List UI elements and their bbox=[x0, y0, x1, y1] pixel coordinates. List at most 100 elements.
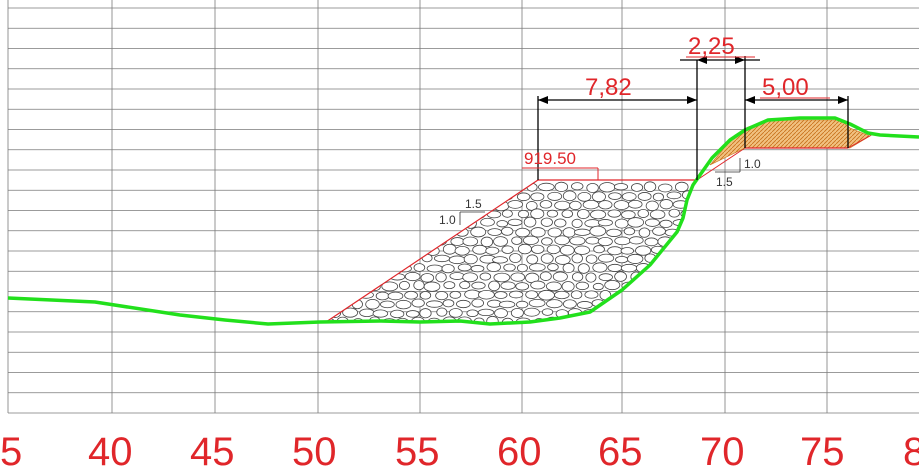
riprap-stone bbox=[585, 236, 600, 245]
berm-slope-line bbox=[847, 132, 876, 149]
riprap-stone bbox=[411, 228, 424, 236]
riprap-stone bbox=[501, 245, 514, 254]
dimension-5-00: 5,00 bbox=[762, 74, 809, 101]
riprap-stone bbox=[690, 201, 697, 211]
riprap-stone bbox=[496, 220, 509, 228]
riprap-stone bbox=[688, 271, 697, 282]
riprap-stone bbox=[569, 200, 582, 211]
riprap-stone bbox=[448, 255, 466, 265]
riprap-stone bbox=[418, 218, 432, 228]
riprap-stone bbox=[480, 236, 494, 248]
station-label: 70 bbox=[700, 430, 745, 471]
riprap-stone bbox=[472, 244, 488, 255]
riprap-stone bbox=[413, 263, 426, 272]
riprap-stone bbox=[405, 218, 418, 229]
riprap-stone bbox=[664, 245, 681, 256]
riprap-stone bbox=[562, 299, 577, 309]
riprap-stone bbox=[404, 271, 421, 282]
riprap-stone bbox=[380, 192, 395, 200]
riprap-stone bbox=[470, 265, 485, 273]
riprap-stone bbox=[374, 235, 388, 247]
riprap-stone bbox=[423, 281, 441, 292]
riprap-stone bbox=[620, 263, 638, 273]
riprap-stone bbox=[419, 308, 432, 319]
riprap-stone bbox=[367, 245, 381, 255]
riprap-stone bbox=[449, 272, 465, 280]
riprap-stone bbox=[546, 244, 561, 255]
riprap-stone bbox=[597, 236, 613, 247]
riprap-stone bbox=[326, 227, 336, 238]
riprap-stone bbox=[562, 190, 577, 202]
riprap-stone bbox=[376, 254, 388, 264]
riprap-stone bbox=[464, 218, 477, 229]
riprap-stone bbox=[673, 255, 687, 264]
riprap-stone bbox=[606, 300, 622, 310]
riprap-stone bbox=[507, 218, 523, 226]
riprap-stone bbox=[388, 219, 405, 228]
riprap-stone bbox=[455, 227, 469, 237]
riprap-stone bbox=[433, 254, 451, 263]
riprap-stone bbox=[328, 291, 342, 299]
riprap-stone bbox=[411, 298, 425, 308]
riprap-stone bbox=[629, 236, 644, 245]
riprap-stone bbox=[607, 209, 622, 218]
riprap-stone bbox=[407, 181, 419, 191]
riprap-stone bbox=[675, 290, 687, 299]
riprap-stone bbox=[604, 279, 621, 291]
riprap-stone bbox=[582, 199, 600, 210]
riprap-stone bbox=[644, 237, 659, 247]
riprap-stone bbox=[554, 235, 570, 246]
riprap-stone bbox=[515, 282, 530, 291]
riprap-stone bbox=[485, 246, 500, 255]
riprap-stone bbox=[659, 199, 674, 210]
riprap-stone bbox=[591, 191, 606, 203]
riprap-stone bbox=[651, 263, 664, 271]
riprap-stone bbox=[593, 245, 605, 254]
dimension-lines bbox=[537, 56, 849, 180]
riprap-stone bbox=[621, 192, 637, 201]
riprap-stone bbox=[326, 181, 328, 192]
riprap-stone bbox=[382, 245, 395, 254]
riprap-stone bbox=[614, 236, 631, 246]
riprap-stone bbox=[575, 281, 590, 291]
riprap-stone bbox=[659, 254, 676, 263]
riprap-stone bbox=[614, 218, 629, 229]
riprap-stone bbox=[608, 192, 622, 200]
riprap-stone bbox=[674, 272, 688, 282]
riprap-stone bbox=[413, 280, 425, 291]
riprap-stone bbox=[539, 200, 553, 209]
riprap-stone bbox=[607, 316, 622, 323]
riprap-stone bbox=[326, 192, 335, 201]
slope-label-1-0-left: 1.0 bbox=[439, 213, 456, 227]
riprap-stone bbox=[541, 237, 553, 246]
riprap-stone bbox=[374, 183, 390, 191]
riprap-stone bbox=[586, 182, 599, 193]
riprap-stone bbox=[561, 281, 575, 292]
riprap-stone bbox=[463, 254, 478, 265]
station-label: 55 bbox=[395, 430, 440, 471]
station-label: 5 bbox=[0, 430, 22, 471]
riprap-stone bbox=[441, 228, 453, 237]
elevation-label: 919.50 bbox=[524, 149, 576, 168]
riprap-stone bbox=[577, 191, 592, 202]
riprap-stone bbox=[486, 315, 499, 323]
riprap-stone bbox=[435, 291, 449, 301]
riprap-stone bbox=[360, 235, 374, 245]
riprap-stone bbox=[652, 281, 668, 291]
riprap-stone bbox=[517, 210, 530, 219]
riprap-stone bbox=[421, 253, 433, 263]
station-label: 75 bbox=[800, 430, 845, 471]
riprap-stone bbox=[539, 271, 552, 281]
riprap-stone bbox=[652, 226, 666, 236]
riprap-stone bbox=[589, 225, 607, 237]
riprap-stone bbox=[613, 200, 630, 210]
riprap-stone bbox=[571, 253, 583, 264]
riprap-stone bbox=[420, 237, 434, 246]
riprap-stone bbox=[501, 226, 514, 236]
riprap-stone bbox=[672, 236, 689, 244]
riprap-stone bbox=[554, 218, 567, 228]
riprap-stone bbox=[691, 308, 697, 319]
riprap-stone bbox=[597, 219, 613, 227]
right-slope-line bbox=[696, 147, 746, 181]
riprap-stone bbox=[494, 308, 508, 319]
